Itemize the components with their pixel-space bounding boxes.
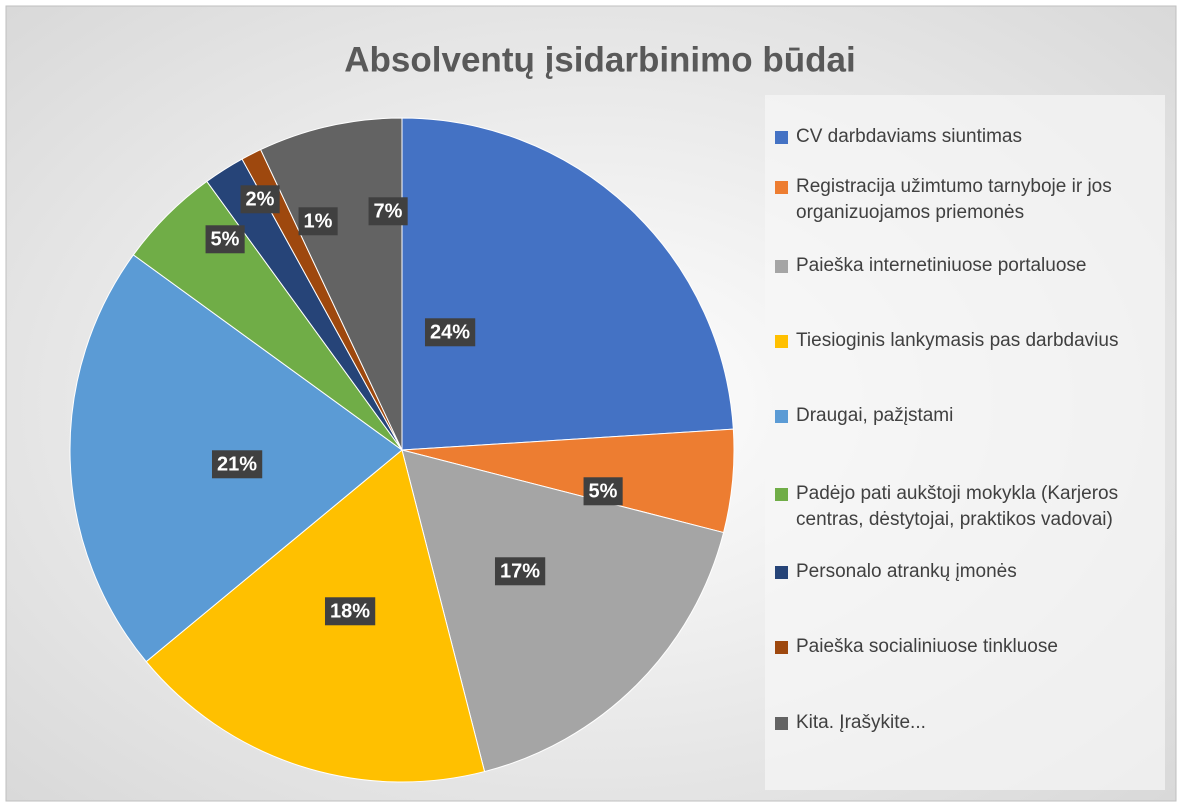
legend-swatch bbox=[775, 488, 788, 501]
data-label: 21% bbox=[217, 453, 257, 475]
data-label: 17% bbox=[500, 560, 540, 582]
pie-slice bbox=[145, 449, 486, 783]
legend-label: Draugai, pažįstami bbox=[796, 405, 954, 426]
data-label-box bbox=[583, 477, 623, 506]
data-label-box bbox=[324, 597, 376, 626]
legend-entry: Padėjo pati aukštoji mokykla (Karjeros c… bbox=[775, 481, 1145, 533]
pie-slice bbox=[401, 449, 725, 773]
legend-entry: Tiesioginis lankymasis pas darbdavius bbox=[775, 328, 1145, 354]
legend-swatch bbox=[775, 717, 788, 730]
legend-label: Padėjo pati aukštoji mokykla (Karjeros c… bbox=[796, 483, 1119, 530]
pie-slice bbox=[401, 117, 734, 451]
data-label: 1% bbox=[304, 210, 333, 232]
data-label-box bbox=[205, 225, 245, 254]
legend-swatch bbox=[775, 131, 788, 144]
data-label: 5% bbox=[211, 228, 240, 250]
legend-swatch bbox=[775, 260, 788, 273]
legend-entry: Registracija užimtumo tarnyboje ir jos o… bbox=[775, 174, 1145, 226]
data-label: 2% bbox=[246, 188, 275, 210]
legend-label: Kita. Įrašykite... bbox=[796, 712, 926, 733]
legend-label: CV darbdaviams siuntimas bbox=[796, 126, 1022, 147]
data-label: 24% bbox=[430, 321, 470, 343]
data-label-box bbox=[298, 207, 338, 236]
data-label-box bbox=[424, 318, 476, 347]
legend-entry: Draugai, pažįstami bbox=[775, 403, 1145, 429]
legend-swatch bbox=[775, 181, 788, 194]
legend-entry: Personalo atrankų įmonės bbox=[775, 559, 1145, 585]
legend-label: Paieška internetiniuose portaluose bbox=[796, 255, 1087, 276]
data-label: 5% bbox=[589, 480, 618, 502]
legend-entry: Paieška internetiniuose portaluose bbox=[775, 253, 1145, 279]
legend-entry: CV darbdaviams siuntimas bbox=[775, 124, 1145, 150]
data-label-box bbox=[240, 185, 280, 214]
data-label-box bbox=[494, 557, 546, 586]
data-label: 18% bbox=[330, 600, 370, 622]
legend-swatch bbox=[775, 566, 788, 579]
data-label: 7% bbox=[374, 200, 403, 222]
chart-title: Absolventų įsidarbinimo būdai bbox=[344, 40, 855, 79]
legend-label: Personalo atrankų įmonės bbox=[796, 561, 1017, 582]
legend-label: Registracija užimtumo tarnyboje ir jos o… bbox=[796, 176, 1112, 223]
legend-background bbox=[765, 95, 1165, 790]
legend-swatch bbox=[775, 335, 788, 348]
data-label-box bbox=[211, 450, 263, 479]
legend-entry: Paieška socialiniuose tinkluose bbox=[775, 634, 1145, 660]
pie-slice bbox=[259, 117, 403, 451]
data-label-box bbox=[368, 197, 408, 226]
legend-swatch bbox=[775, 641, 788, 654]
legend-label: Tiesioginis lankymasis pas darbdavius bbox=[796, 330, 1119, 351]
legend-swatch bbox=[775, 410, 788, 423]
legend-entry: Kita. Įrašykite... bbox=[775, 710, 1145, 736]
legend-label: Paieška socialiniuose tinkluose bbox=[796, 636, 1058, 657]
